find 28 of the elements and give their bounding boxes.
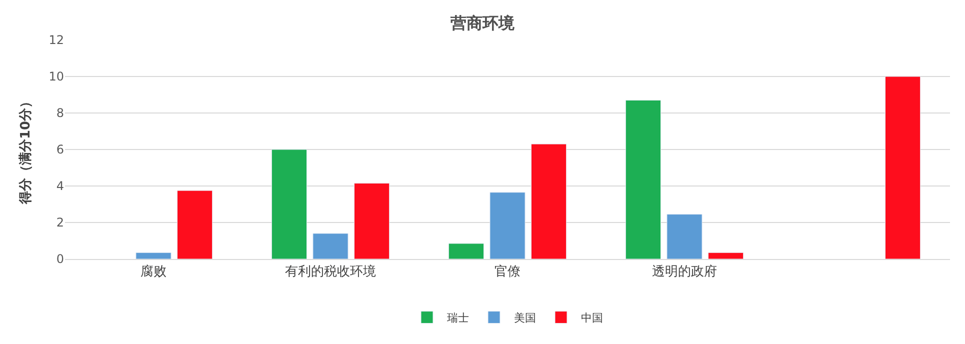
y-axis-title: 得分（满分10分） <box>18 94 34 206</box>
y-tick-label: 8 <box>56 106 64 120</box>
bar <box>448 243 484 259</box>
y-tick-label: 12 <box>48 33 64 48</box>
x-tick-label: 透明的政府 <box>652 264 717 280</box>
bar <box>136 252 172 259</box>
x-tick-label: 官僚 <box>494 264 520 280</box>
y-tick-label: 2 <box>56 216 64 230</box>
bar <box>312 233 348 259</box>
legend-label: 中国 <box>581 312 603 325</box>
bar <box>625 100 661 259</box>
bar <box>666 214 702 259</box>
y-tick-label: 4 <box>56 179 64 194</box>
bar <box>531 144 567 259</box>
bar <box>885 76 921 259</box>
x-tick-label: 有利的税收环境 <box>285 264 376 280</box>
legend-label: 瑞士 <box>447 312 469 325</box>
bar <box>177 190 213 259</box>
legend-label: 美国 <box>514 312 536 325</box>
bar <box>271 149 307 259</box>
bar <box>708 252 744 259</box>
y-tick-label: 0 <box>56 252 64 266</box>
y-tick-label: 6 <box>56 142 64 157</box>
x-tick-label: 腐败 <box>140 264 166 280</box>
bar <box>354 183 390 259</box>
bar <box>490 192 526 259</box>
chart-title: 营商环境 <box>450 13 516 32</box>
y-tick-label: 10 <box>48 70 64 84</box>
